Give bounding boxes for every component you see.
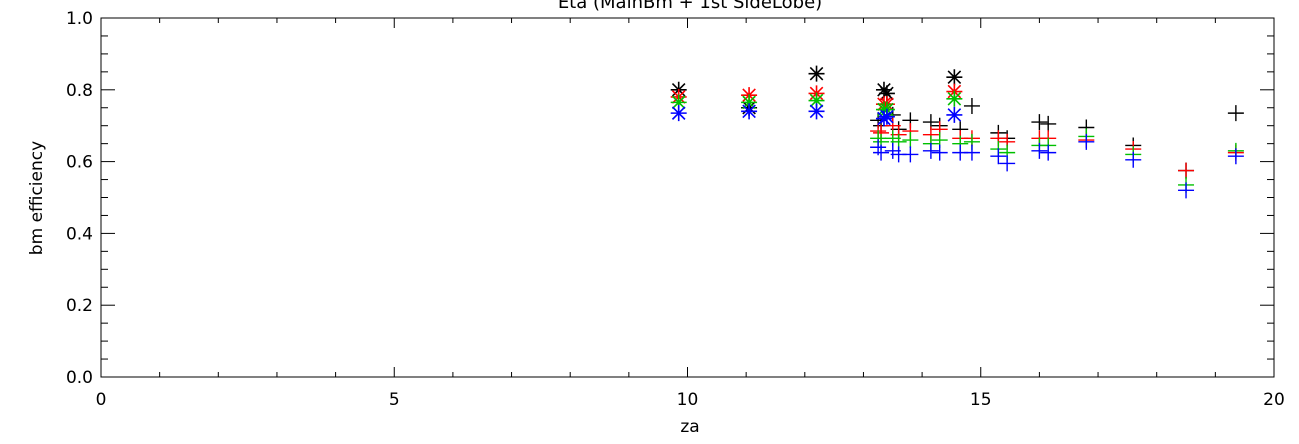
asterisk-point xyxy=(670,105,687,122)
asterisk-point xyxy=(808,103,825,120)
x-axis-title: za xyxy=(680,417,699,437)
asterisk-point xyxy=(878,85,895,102)
plus-point xyxy=(1178,162,1195,179)
asterisk-point xyxy=(741,94,758,111)
plus-point xyxy=(1031,142,1048,159)
x-tick-label: 0 xyxy=(96,390,107,410)
plus-point xyxy=(1178,182,1195,199)
data-points xyxy=(670,65,1244,199)
plus-point xyxy=(922,142,939,159)
y-tick-label: 1.0 xyxy=(66,9,93,29)
plus-point xyxy=(902,146,919,163)
chart-title: Eta (MainBm + 1st SideLobe) xyxy=(558,0,822,13)
asterisk-point xyxy=(946,69,963,86)
x-tick-label: 20 xyxy=(1263,390,1285,410)
plot-frame xyxy=(100,17,1275,378)
plus-point xyxy=(1078,133,1095,150)
asterisk-point xyxy=(741,103,758,120)
x-tick-label: 15 xyxy=(970,390,992,410)
plus-point xyxy=(902,132,919,149)
asterisk-point xyxy=(670,94,687,111)
plus-point xyxy=(1040,115,1057,132)
plus-point xyxy=(1040,144,1057,161)
plus-point xyxy=(963,97,980,114)
asterisk-point xyxy=(808,92,825,109)
y-axis-title: bm efficiency xyxy=(27,141,47,255)
plus-point xyxy=(990,148,1007,165)
y-tick-label: 0.6 xyxy=(66,153,93,173)
plus-point xyxy=(1227,105,1244,122)
plus-point xyxy=(999,155,1016,172)
plus-point xyxy=(963,144,980,161)
asterisk-point xyxy=(875,110,892,127)
asterisk-point xyxy=(946,90,963,107)
asterisk-point xyxy=(946,106,963,123)
y-tick-label: 0.4 xyxy=(66,224,93,244)
plus-point xyxy=(1031,114,1048,131)
y-tick-label: 0.8 xyxy=(66,81,93,101)
plus-point xyxy=(1125,151,1142,168)
asterisk-point xyxy=(808,65,825,82)
asterisk-point xyxy=(878,108,895,125)
x-tick-label: 10 xyxy=(677,390,699,410)
y-tick-label: 0.0 xyxy=(66,368,93,388)
plus-point xyxy=(1227,148,1244,165)
plus-point xyxy=(873,144,890,161)
y-tick-label: 0.2 xyxy=(66,296,93,316)
x-tick-label: 5 xyxy=(389,390,400,410)
plot-axes: 0 5 10 15 20 0.0 0.2 0.4 0.6 0.8 1.0 xyxy=(66,9,1285,410)
plus-point xyxy=(931,144,948,161)
